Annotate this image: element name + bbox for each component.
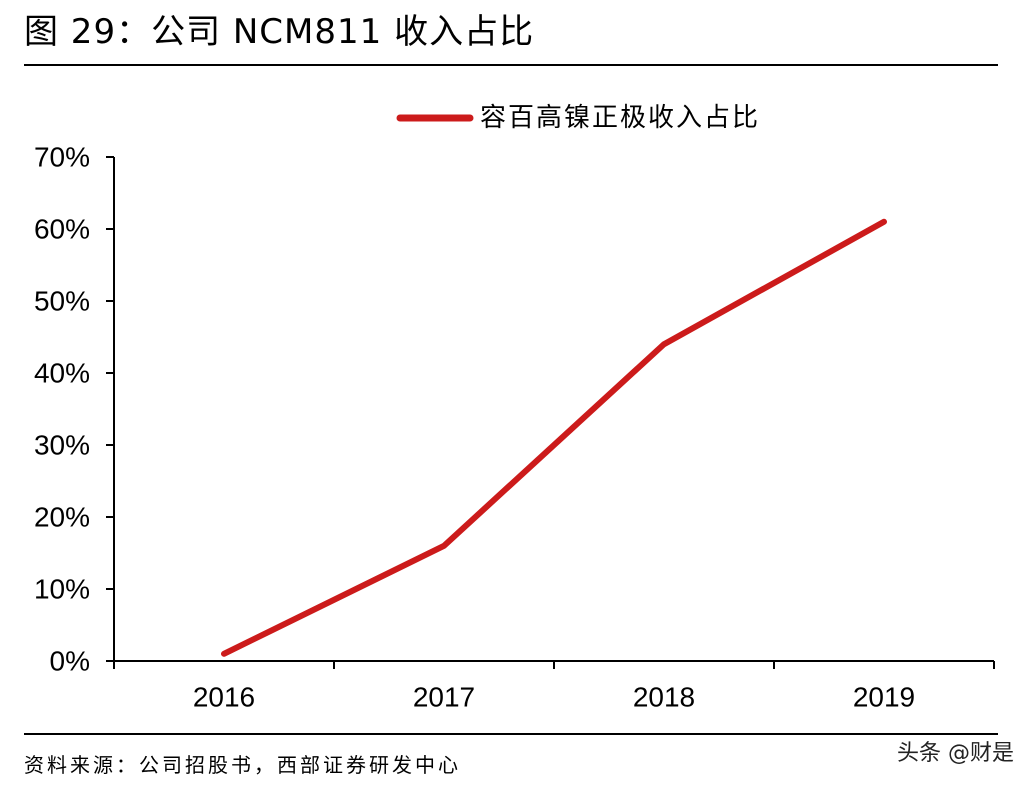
- x-tick-label: 2016: [193, 682, 255, 713]
- y-tick-label: 30%: [34, 430, 90, 461]
- y-tick-label: 40%: [34, 358, 90, 389]
- legend-label: 容百高镍正极收入占比: [480, 103, 760, 133]
- x-tick-label: 2017: [413, 682, 475, 713]
- y-tick-label: 10%: [34, 574, 90, 605]
- series-line: [221, 218, 887, 657]
- title-divider: [24, 64, 998, 66]
- y-tick-label: 0%: [50, 646, 90, 677]
- x-tick-label: 2019: [853, 682, 915, 713]
- y-tick-label: 60%: [34, 214, 90, 245]
- figure-title: 图 29：公司 NCM811 收入占比: [24, 12, 535, 52]
- source-note: 资料来源：公司招股书，西部证券研发中心: [24, 753, 461, 777]
- x-tick-label: 2018: [633, 682, 695, 713]
- y-tick-label: 70%: [34, 142, 90, 173]
- y-tick-label: 50%: [34, 286, 90, 317]
- y-tick-label: 20%: [34, 502, 90, 533]
- source-divider: [24, 733, 998, 735]
- watermark: 头条 @财是: [897, 741, 1014, 766]
